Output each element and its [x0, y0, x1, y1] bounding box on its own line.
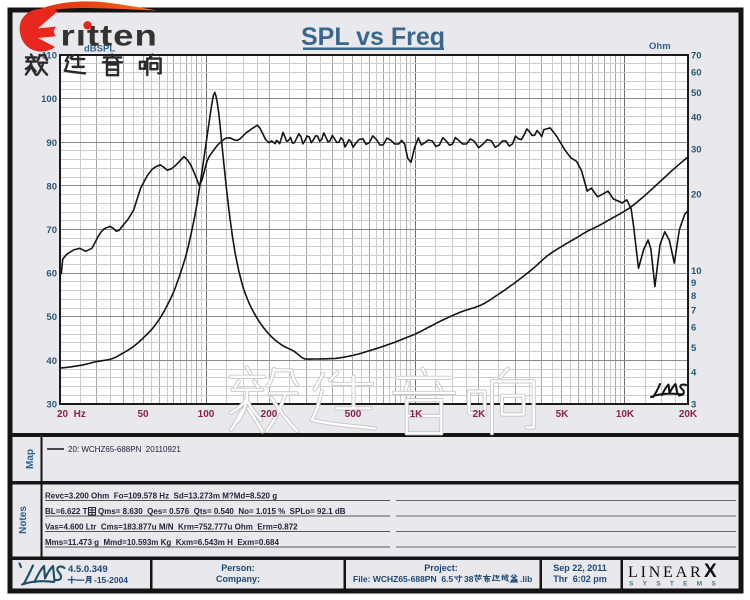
svg-text:LINEAR: LINEAR	[628, 564, 703, 581]
svg-text:100: 100	[198, 409, 215, 420]
svg-text:9: 9	[691, 278, 696, 289]
svg-text:1K: 1K	[410, 409, 424, 420]
svg-text:20: WCHZ65-688PN 20110921: 20: WCHZ65-688PN 20110921	[68, 445, 181, 454]
svg-text:Ohm: Ohm	[649, 41, 671, 52]
svg-text:6: 6	[691, 323, 696, 334]
svg-text:Notes: Notes	[18, 506, 29, 534]
svg-text:60: 60	[46, 269, 57, 280]
svg-text:.lib: .lib	[520, 574, 532, 584]
svg-text:30: 30	[46, 400, 57, 411]
svg-text:90: 90	[46, 138, 57, 149]
svg-text:-15-2004: -15-2004	[94, 575, 128, 585]
svg-text:Mms=11.473 g Mmd=10.593m Kg: Mms=11.473 g Mmd=10.593m Kg Kxm=6.543m H…	[45, 538, 279, 547]
svg-text:Person:: Person:	[221, 563, 255, 573]
svg-text:20K: 20K	[679, 409, 698, 420]
svg-text:Revc=3.200 Ohm Fo=109.578 Hz: Revc=3.200 Ohm Fo=109.578 Hz Sd=13.273m …	[45, 492, 277, 501]
svg-text:20: 20	[691, 189, 702, 200]
svg-text:5: 5	[691, 343, 697, 354]
svg-text:50: 50	[137, 409, 149, 420]
svg-text:70: 70	[691, 51, 702, 62]
svg-text:Sep 22, 2011: Sep 22, 2011	[553, 563, 607, 573]
svg-text:Project:: Project:	[424, 563, 458, 573]
svg-text:File: WCHZ65-688PN 6.5: File: WCHZ65-688PN 6.5	[353, 574, 453, 584]
svg-text:50: 50	[691, 88, 702, 99]
svg-text:10K: 10K	[616, 409, 635, 420]
svg-text:40: 40	[46, 356, 57, 367]
svg-text:Company:: Company:	[216, 574, 260, 584]
svg-text:Thr 6:02 pm: Thr 6:02 pm	[553, 574, 607, 584]
svg-text:10: 10	[691, 266, 702, 277]
svg-text:Map: Map	[25, 449, 36, 469]
svg-text:110: 110	[42, 51, 57, 62]
svg-text:BL=6.622 T: BL=6.622 T	[45, 507, 88, 516]
svg-text:X: X	[704, 561, 717, 582]
svg-text:38: 38	[464, 574, 474, 584]
svg-text:Qms= 8.630 Qes= 0.576 Qts= 0: Qms= 8.630 Qes= 0.576 Qts= 0.540 No= 1.0…	[98, 507, 346, 516]
svg-text:2K: 2K	[473, 409, 487, 420]
svg-text:70: 70	[46, 225, 57, 236]
svg-text:20 Hz: 20 Hz	[57, 409, 86, 420]
svg-text:4.5.0.349: 4.5.0.349	[68, 564, 108, 575]
svg-text:50: 50	[46, 312, 57, 323]
svg-text:SPL vs Freq: SPL vs Freq	[301, 23, 445, 51]
svg-text:100: 100	[41, 94, 57, 105]
svg-text:4: 4	[691, 368, 697, 379]
svg-text:Vas=4.600 Ltr Cms=183.877u M/: Vas=4.600 Ltr Cms=183.877u M/N Krm=752.7…	[45, 523, 298, 532]
svg-text:dBSPL: dBSPL	[84, 44, 115, 55]
svg-text:60: 60	[691, 68, 702, 79]
svg-text:rıtten: rıtten	[61, 20, 158, 53]
svg-text:80: 80	[46, 181, 57, 192]
svg-text:30: 30	[691, 144, 702, 155]
svg-text:8: 8	[691, 291, 696, 302]
svg-text:3: 3	[691, 400, 696, 411]
svg-text:200: 200	[261, 409, 278, 420]
svg-text:7: 7	[691, 306, 696, 317]
svg-text:5K: 5K	[556, 409, 570, 420]
svg-text:500: 500	[345, 409, 362, 420]
svg-text:40: 40	[691, 113, 702, 124]
svg-text:SYSTEMS: SYSTEMS	[629, 581, 725, 588]
